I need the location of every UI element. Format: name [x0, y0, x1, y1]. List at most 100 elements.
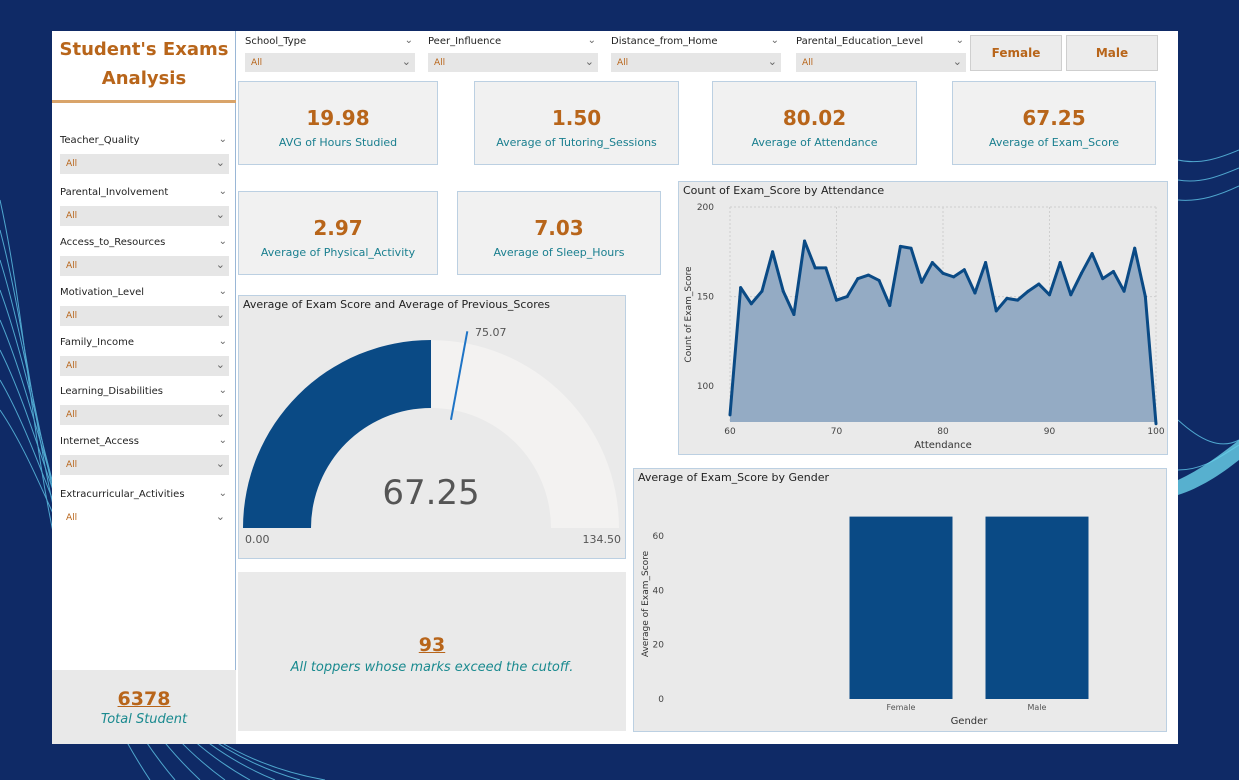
y-tick-label: 0: [658, 695, 664, 705]
gender-chart-title: Average of Exam_Score by Gender: [638, 471, 830, 484]
chevron-down-icon[interactable]: ⌄: [215, 358, 225, 371]
slicer-label: Distance_from_Home: [611, 36, 718, 47]
data-point: [845, 295, 849, 299]
slicer-distance-from-home[interactable]: Distance_from_Home ⌄ All ⌄: [611, 35, 781, 73]
chevron-down-icon[interactable]: ⌄: [401, 55, 411, 68]
data-point: [1122, 289, 1126, 293]
kpi-card-sleep-hours: 7.03 Average of Sleep_Hours: [457, 191, 661, 275]
chevron-down-icon[interactable]: ⌄: [952, 55, 962, 68]
slicer-dropdown[interactable]: All ⌄: [60, 455, 229, 475]
slicer-value: All: [66, 410, 78, 420]
data-point: [1143, 295, 1147, 299]
chevron-down-icon[interactable]: ⌄: [215, 407, 225, 420]
slicer-internet-access[interactable]: Internet_Access ⌄ All ⌄: [60, 435, 229, 475]
slicer-label: Peer_Influence: [428, 36, 502, 47]
chevron-down-icon[interactable]: ⌄: [215, 457, 225, 470]
chevron-down-icon[interactable]: ⌄: [404, 35, 413, 46]
slicer-dropdown[interactable]: All ⌄: [60, 206, 229, 226]
total-students-card: 6378 Total Student: [52, 670, 236, 744]
slicer-dropdown[interactable]: All ⌄: [60, 356, 229, 376]
gauge-target-label: 75.07: [475, 326, 507, 339]
dashboard-title: Student's Exams Analysis: [59, 39, 229, 89]
data-point: [760, 289, 764, 293]
kpi-label: Average of Sleep_Hours: [493, 246, 625, 259]
chevron-down-icon[interactable]: ⌄: [215, 510, 225, 523]
chevron-down-icon[interactable]: ⌄: [584, 55, 594, 68]
slicer-label: School_Type: [245, 36, 307, 47]
x-tick-label: 80: [937, 427, 949, 437]
slicer-value: All: [617, 58, 629, 68]
data-point: [1133, 246, 1137, 250]
male-button[interactable]: Male: [1066, 35, 1158, 71]
gauge-target-line: [449, 331, 469, 421]
chevron-down-icon[interactable]: ⌄: [770, 35, 779, 46]
x-tick-label: 90: [1044, 427, 1056, 437]
slicer-label: Parental_Education_Level: [796, 36, 924, 47]
slicer-label: Extracurricular_Activities: [60, 489, 185, 500]
chevron-down-icon[interactable]: ⌄: [215, 156, 225, 169]
chevron-down-icon[interactable]: ⌄: [218, 336, 227, 347]
data-point: [771, 250, 775, 254]
slicer-label: Parental_Involvement: [60, 187, 169, 198]
slicer-access-to-resources[interactable]: Access_to_Resources ⌄ All ⌄: [60, 236, 229, 276]
slicer-dropdown[interactable]: All ⌄: [60, 508, 229, 528]
data-point: [962, 268, 966, 272]
gauge-max-label: 134.50: [583, 533, 622, 546]
data-point: [941, 271, 945, 275]
y-tick-label: 60: [653, 532, 665, 542]
data-point: [1090, 252, 1094, 256]
chevron-down-icon[interactable]: ⌄: [218, 286, 227, 297]
slicer-label: Family_Income: [60, 337, 134, 348]
chevron-down-icon[interactable]: ⌄: [218, 435, 227, 446]
chevron-down-icon[interactable]: ⌄: [218, 488, 227, 499]
slicer-dropdown[interactable]: All ⌄: [60, 256, 229, 276]
female-button[interactable]: Female: [970, 35, 1062, 71]
chevron-down-icon[interactable]: ⌄: [587, 35, 596, 46]
slicer-label: Access_to_Resources: [60, 237, 166, 248]
slicer-parental-involvement[interactable]: Parental_Involvement ⌄ All ⌄: [60, 186, 229, 226]
slicer-dropdown[interactable]: All ⌄: [611, 53, 781, 72]
slicer-dropdown[interactable]: All ⌄: [796, 53, 966, 72]
chevron-down-icon[interactable]: ⌄: [955, 35, 964, 46]
data-point: [1016, 298, 1020, 302]
slicer-teacher-quality[interactable]: Teacher_Quality ⌄ All ⌄: [60, 134, 229, 174]
filter-sidebar: Student's Exams Analysis Teacher_Quality…: [52, 31, 236, 744]
chevron-down-icon[interactable]: ⌄: [218, 134, 227, 145]
slicer-school-type[interactable]: School_Type ⌄ All ⌄: [245, 35, 415, 73]
chevron-down-icon[interactable]: ⌄: [218, 236, 227, 247]
chevron-down-icon[interactable]: ⌄: [215, 308, 225, 321]
slicer-family-income[interactable]: Family_Income ⌄ All ⌄: [60, 336, 229, 376]
toppers-count: 93: [418, 634, 446, 656]
toppers-text: All toppers whose marks exceed the cutof…: [290, 660, 574, 675]
slicer-dropdown[interactable]: All ⌄: [60, 405, 229, 425]
slicer-parental-education-level[interactable]: Parental_Education_Level ⌄ All ⌄: [796, 35, 966, 73]
gender-chart-panel: Average of Exam_Score by Gender 0 20 40 60 F…: [633, 468, 1167, 732]
kpi-label: AVG of Hours Studied: [278, 136, 398, 149]
chevron-down-icon[interactable]: ⌄: [215, 208, 225, 221]
x-tick-label: 100: [1147, 427, 1164, 437]
chevron-down-icon[interactable]: ⌄: [767, 55, 777, 68]
slicer-motivation-level[interactable]: Motivation_Level ⌄ All ⌄: [60, 286, 229, 326]
total-students-value: 6378: [117, 688, 171, 710]
kpi-value: 2.97: [313, 216, 363, 240]
chevron-down-icon[interactable]: ⌄: [218, 385, 227, 396]
slicer-dropdown[interactable]: All ⌄: [60, 154, 229, 174]
slicer-dropdown[interactable]: All ⌄: [60, 306, 229, 326]
data-point: [1005, 296, 1009, 300]
slicer-peer-influence[interactable]: Peer_Influence ⌄ All ⌄: [428, 35, 598, 73]
data-point: [1058, 261, 1062, 265]
kpi-card-hours-studied: 19.98 AVG of Hours Studied: [238, 81, 438, 165]
kpi-value: 80.02: [782, 106, 847, 130]
kpi-value: 19.98: [306, 106, 370, 130]
slicer-dropdown[interactable]: All ⌄: [245, 53, 415, 72]
x-tick-label: 60: [724, 427, 736, 437]
slicer-extracurricular-activities[interactable]: Extracurricular_Activities ⌄ All ⌄: [60, 488, 229, 528]
data-point: [824, 266, 828, 270]
chevron-down-icon[interactable]: ⌄: [218, 186, 227, 197]
slicer-learning-disabilities[interactable]: Learning_Disabilities ⌄ All ⌄: [60, 385, 229, 425]
kpi-card-exam-score: 67.25 Average of Exam_Score: [952, 81, 1156, 165]
data-point: [781, 289, 785, 293]
chevron-down-icon[interactable]: ⌄: [215, 258, 225, 271]
gauge-fill: [243, 340, 431, 528]
slicer-dropdown[interactable]: All ⌄: [428, 53, 598, 72]
